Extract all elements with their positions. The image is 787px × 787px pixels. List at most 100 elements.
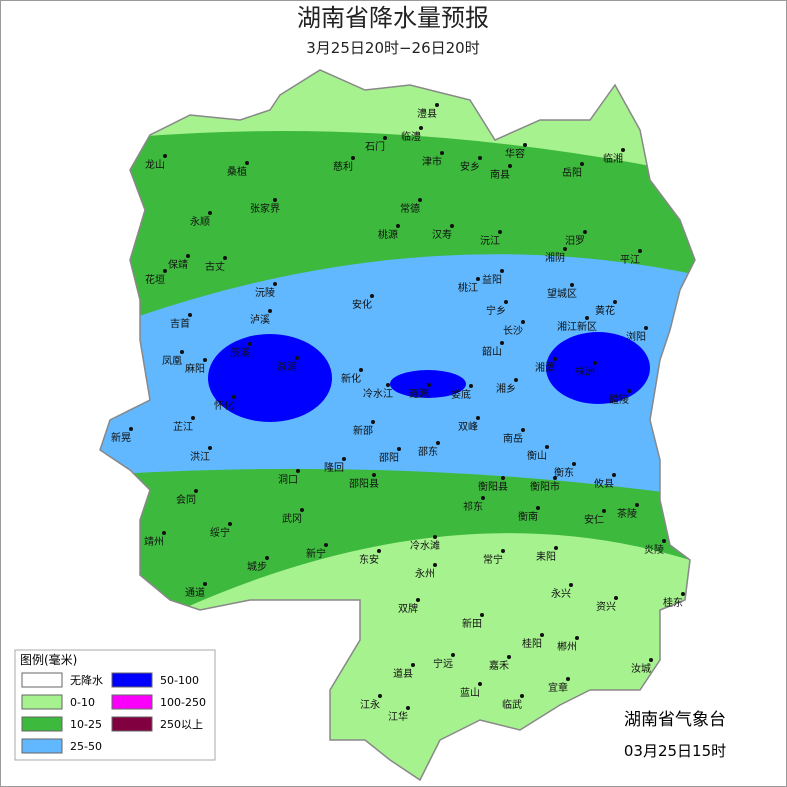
city-dot [621, 148, 625, 152]
city-label: 资兴 [596, 601, 616, 613]
city-dot [351, 156, 355, 160]
city-dot [501, 476, 505, 480]
city-dot [478, 682, 482, 686]
city-label: 浏阳 [626, 330, 646, 343]
city-label: 望城区 [547, 287, 577, 300]
city-dot [377, 549, 381, 553]
city-label: 双峰 [458, 421, 478, 433]
city-dot [520, 694, 524, 698]
city-label: 慈利 [333, 160, 353, 173]
city-label: 桑植 [227, 165, 247, 178]
city-label: 泸溪 [250, 314, 270, 326]
city-dot [478, 156, 482, 160]
city-dot [295, 356, 299, 360]
city-label: 永兴 [551, 587, 571, 600]
city-label: 临澧 [401, 130, 421, 143]
city-label: 醴陵 [609, 394, 629, 406]
city-label: 保靖 [168, 258, 188, 271]
city-label: 桃源 [378, 228, 398, 241]
legend-label: 250以上 [160, 718, 203, 731]
city-label: 衡南 [518, 510, 538, 523]
city-label: 衡阳县 [478, 481, 508, 493]
city-label: 嘉禾 [489, 659, 509, 672]
city-label: 炎陵 [644, 544, 664, 556]
city-label: 安仁 [584, 513, 604, 526]
legend-label: 25-50 [70, 740, 102, 753]
city-label: 南县 [490, 168, 510, 181]
city-dot [186, 254, 190, 258]
city-label: 湘潭 [535, 361, 555, 374]
city-dot [433, 535, 437, 539]
city-dot [436, 441, 440, 445]
city-label: 新化 [341, 372, 361, 385]
city-dot [649, 658, 653, 662]
city-dot [129, 427, 133, 431]
city-dot [504, 300, 508, 304]
legend-label: 无降水 [70, 673, 103, 687]
legend-swatch [21, 738, 63, 754]
city-label: 宜章 [548, 681, 568, 694]
city-dot [614, 596, 618, 600]
city-dot [378, 694, 382, 698]
city-dot [523, 143, 527, 147]
city-label: 韶山 [482, 345, 502, 358]
legend-swatch [111, 716, 153, 732]
city-label: 桂阳 [522, 637, 542, 650]
city-dot [163, 154, 167, 158]
city-label: 汝城 [631, 662, 651, 675]
city-dot [418, 198, 422, 202]
city-label: 祁东 [463, 500, 483, 513]
city-label: 冷水滩 [410, 539, 440, 552]
city-label: 邵东 [418, 445, 438, 458]
city-label: 东安 [359, 553, 379, 566]
city-label: 辰溪 [230, 347, 250, 359]
city-dot [627, 389, 631, 393]
city-label: 武冈 [282, 512, 302, 525]
city-label: 新田 [462, 617, 482, 630]
city-label: 石门 [365, 140, 385, 153]
area-50-100 [546, 332, 650, 404]
city-dot [481, 496, 485, 500]
city-label: 沅陵 [255, 286, 275, 299]
city-dot [681, 592, 685, 596]
legend-label: 50-100 [160, 674, 199, 687]
city-label: 永州 [415, 567, 435, 580]
city-label: 江华 [388, 710, 408, 723]
city-label: 岳阳 [562, 167, 582, 179]
city-label: 益阳 [482, 273, 502, 286]
city-dot [540, 633, 544, 637]
city-label: 茶陵 [617, 507, 637, 520]
city-label: 耒阳 [536, 551, 556, 563]
city-label: 永顺 [190, 215, 210, 228]
city-label: 常宁 [483, 553, 503, 566]
city-dot [501, 549, 505, 553]
city-dot [435, 103, 439, 107]
city-label: 江永 [360, 698, 380, 711]
city-label: 长沙 [503, 325, 523, 337]
city-dot [507, 655, 511, 659]
city-label: 靖州 [144, 535, 164, 548]
city-dot [536, 506, 540, 510]
city-dot [406, 706, 410, 710]
city-dot [612, 473, 616, 477]
city-dot [553, 357, 557, 361]
city-dot [208, 446, 212, 450]
city-dot [416, 598, 420, 602]
city-dot [545, 445, 549, 449]
city-label: 湘阴 [545, 251, 565, 264]
city-dot [521, 428, 525, 432]
city-label: 攸县 [594, 477, 614, 490]
city-label: 通道 [185, 586, 205, 599]
city-label: 溆浦 [277, 360, 297, 373]
city-dot [563, 247, 567, 251]
city-dot [500, 269, 504, 273]
city-label: 蓝山 [460, 687, 480, 699]
city-label: 道县 [393, 667, 413, 680]
city-label: 常德 [400, 202, 420, 215]
city-label: 新宁 [306, 547, 326, 560]
city-label: 邵阳县 [349, 478, 379, 490]
city-dot [521, 320, 525, 324]
city-dot [265, 556, 269, 560]
city-label: 宁乡 [486, 304, 506, 317]
